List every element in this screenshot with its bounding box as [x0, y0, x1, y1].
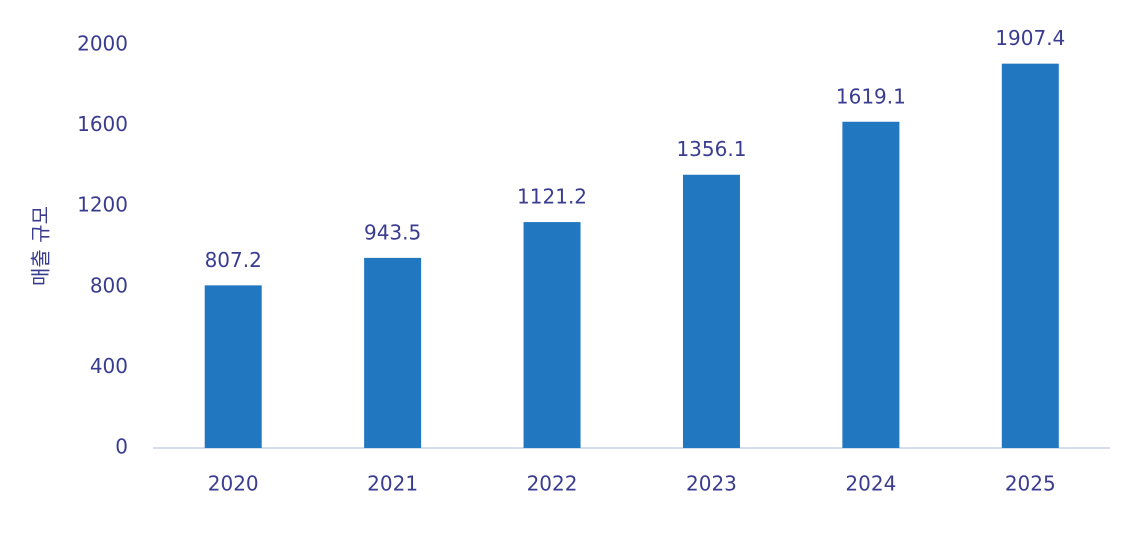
x-tick-label: 2025	[1005, 472, 1056, 496]
y-tick-label: 1600	[77, 112, 128, 136]
bar	[204, 285, 262, 448]
x-tick-label: 2022	[527, 472, 578, 496]
data-label: 1907.4	[995, 26, 1065, 50]
x-tick-label: 2020	[208, 472, 259, 496]
data-label: 1619.1	[836, 84, 906, 108]
y-tick-label: 400	[90, 354, 128, 378]
data-label: 1356.1	[676, 137, 746, 161]
y-tick-label: 2000	[77, 32, 128, 56]
bar	[842, 121, 900, 449]
y-tick-label: 800	[90, 273, 128, 297]
x-tick-label: 2023	[686, 472, 737, 496]
bar	[1001, 63, 1059, 448]
x-tick-label: 2021	[367, 472, 418, 496]
x-tick-label: 2024	[845, 472, 896, 496]
bar	[523, 222, 581, 448]
bar	[682, 174, 740, 448]
data-label: 943.5	[364, 220, 421, 244]
data-label: 807.2	[205, 248, 262, 272]
bar	[364, 257, 422, 448]
y-axis-label: 매출 규모	[29, 206, 53, 286]
y-tick-label: 0	[115, 435, 128, 459]
data-label: 1121.2	[517, 185, 587, 209]
y-tick-label: 1200	[77, 193, 128, 217]
